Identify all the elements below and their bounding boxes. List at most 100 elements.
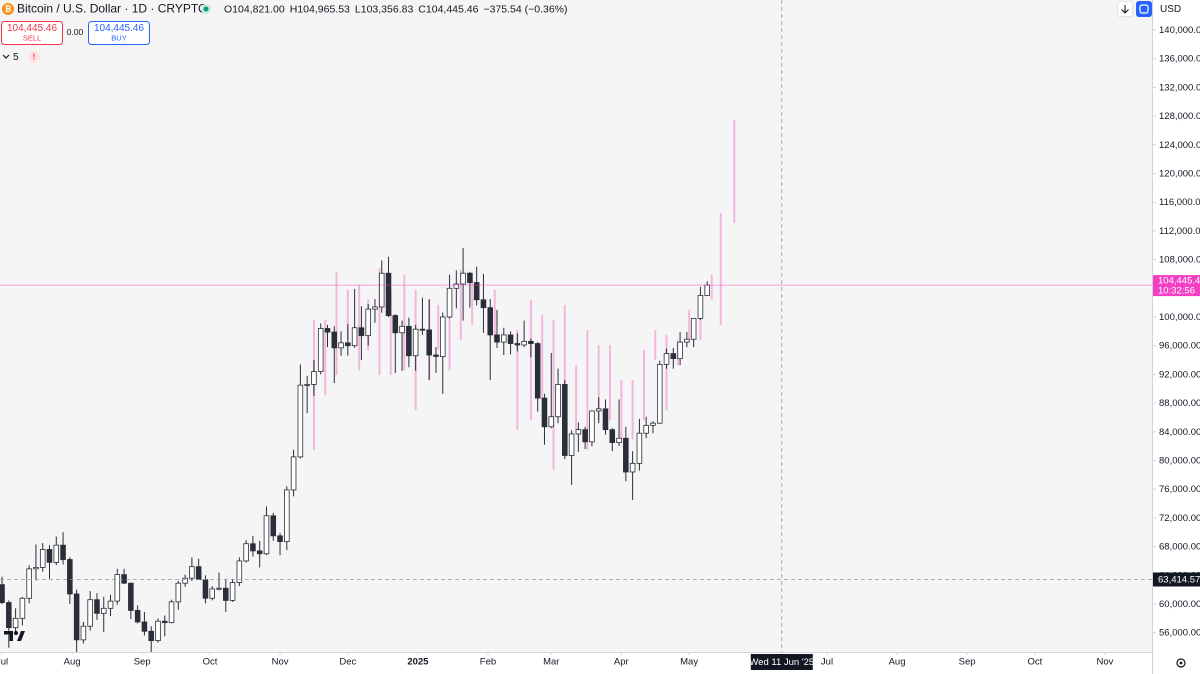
candle-body xyxy=(243,543,249,562)
y-tick-label: 124,000.00 xyxy=(1159,140,1200,151)
candle-body xyxy=(548,416,555,428)
candle-body xyxy=(270,515,277,537)
candle-body xyxy=(643,424,649,434)
sell-button[interactable] xyxy=(1,21,63,45)
settings-button[interactable] xyxy=(1176,658,1186,668)
candle-body xyxy=(412,328,419,357)
plot-area xyxy=(0,119,736,652)
buy-button[interactable] xyxy=(88,21,150,45)
range-bar xyxy=(448,299,451,371)
candle-body xyxy=(650,422,656,426)
candle-body xyxy=(250,543,256,552)
ohlc-value: 104,445.46 xyxy=(426,3,479,15)
candle-body xyxy=(53,544,60,563)
candle-body xyxy=(80,625,87,641)
candle-body xyxy=(100,607,107,614)
warning-icon[interactable] xyxy=(28,51,40,63)
candle-body xyxy=(94,599,100,614)
candle-body xyxy=(616,437,622,443)
y-tick-label: 80,000.00 xyxy=(1159,456,1200,467)
candle-body xyxy=(704,284,710,296)
range-bar xyxy=(597,344,600,421)
candle-body xyxy=(297,384,304,458)
y-tick-label: 112,000.00 xyxy=(1159,226,1200,237)
candle-body xyxy=(114,574,121,602)
candle-body xyxy=(141,621,148,632)
candle-body xyxy=(73,593,80,641)
x-tick-label: Dec xyxy=(339,657,356,668)
ohlc-legend: O104,821.00 H104,965.53 L103,356.83 C104,44… xyxy=(224,3,568,15)
range-bar xyxy=(733,119,736,224)
candle-body xyxy=(426,329,432,356)
tradingview-logo xyxy=(4,631,25,641)
sell-label: SELL xyxy=(23,33,41,42)
candle-body xyxy=(277,535,283,542)
ohlc-letter: O xyxy=(224,3,232,15)
candle-body xyxy=(385,272,392,316)
last-price-label: 104,445.46 xyxy=(1158,276,1200,287)
candle-body xyxy=(229,582,236,601)
range-bar xyxy=(346,289,349,340)
candle-body xyxy=(501,334,507,343)
candle-body xyxy=(26,568,32,599)
y-tick-label: 96,000.00 xyxy=(1159,341,1200,352)
candle-body xyxy=(87,599,93,627)
candle-body xyxy=(168,601,175,624)
countdown-label: 10:32:56 xyxy=(1158,286,1195,297)
candle-body xyxy=(256,550,263,555)
x-tick-label: Sep xyxy=(134,657,151,668)
ohlc-value: 104,821.00 xyxy=(232,3,285,15)
layout-button[interactable] xyxy=(1136,1,1152,17)
range-bar xyxy=(403,274,406,371)
candle-body xyxy=(541,397,548,428)
buy-price: 104,445.46 xyxy=(94,23,144,34)
candle-body xyxy=(453,283,460,289)
y-tick-label: 116,000.00 xyxy=(1159,197,1200,208)
range-bar xyxy=(631,380,634,440)
buy-label: BUY xyxy=(111,33,126,42)
symbol-title[interactable]: Bitcoin / U.S. Dollar · 1D · CRYPTO xyxy=(17,2,207,16)
y-tick-label: 128,000.00 xyxy=(1159,111,1200,122)
candle-body xyxy=(33,567,39,570)
candle-body xyxy=(161,620,168,624)
candle-body xyxy=(60,544,66,560)
candle-body xyxy=(365,308,371,337)
candle-body xyxy=(480,299,487,309)
candle-body xyxy=(534,343,541,399)
candle-body xyxy=(182,577,188,584)
range-bar xyxy=(516,329,519,430)
candle-body xyxy=(392,315,399,334)
candle-body xyxy=(439,316,446,357)
candle-body xyxy=(487,307,494,336)
candle-body xyxy=(562,384,568,456)
ohlc-letter: H xyxy=(290,3,298,15)
collapse-indicators[interactable] xyxy=(2,54,10,59)
candle-body xyxy=(284,489,290,542)
candle-body xyxy=(433,354,439,357)
range-bar xyxy=(563,304,566,430)
candle-body xyxy=(223,587,229,601)
currency[interactable]: USD xyxy=(1160,4,1181,15)
x-tick-label: Feb xyxy=(480,657,496,668)
market-status[interactable] xyxy=(203,6,209,12)
range-bar xyxy=(389,289,392,376)
range-bar xyxy=(719,212,722,325)
scroll-icon xyxy=(1121,5,1129,14)
y-tick-label: 56,000.00 xyxy=(1159,628,1200,639)
range-bar xyxy=(620,380,623,440)
x-tick-label: Oct xyxy=(1028,657,1043,668)
candle-body xyxy=(555,384,561,418)
y-tick-label: 92,000.00 xyxy=(1159,369,1200,380)
candle-body xyxy=(67,559,73,595)
candle-body xyxy=(663,353,670,365)
candle-body xyxy=(107,600,114,609)
candle-body xyxy=(697,295,704,319)
x-tick-label: Nov xyxy=(1097,657,1114,668)
y-tick-label: 108,000.00 xyxy=(1159,255,1200,266)
candle-body xyxy=(304,384,310,386)
x-tick-label: Jul xyxy=(0,657,8,668)
sell-price: 104,445.46 xyxy=(7,23,57,34)
candle-body xyxy=(195,566,202,581)
warning-glyph: ! xyxy=(33,53,36,62)
range-bar xyxy=(642,350,645,421)
